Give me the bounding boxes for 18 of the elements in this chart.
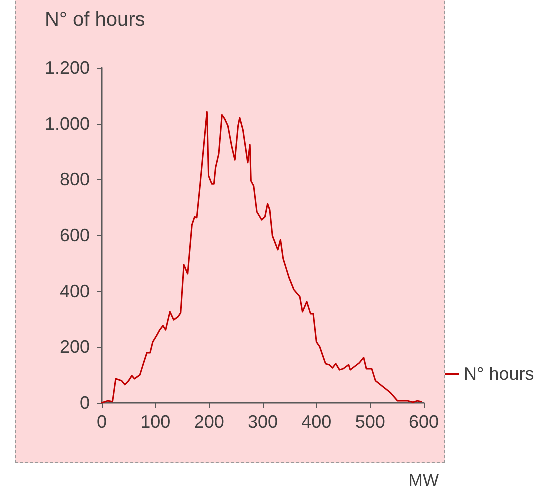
x-tick-label: 400 [302, 412, 332, 432]
x-tick-label: 300 [248, 412, 278, 432]
y-tick-label: 1.000 [44, 114, 90, 134]
y-tick-label: 400 [60, 281, 90, 302]
x-axis-title: MW [408, 471, 440, 490]
x-tick-label: 0 [96, 412, 108, 432]
x-tick-label: 500 [355, 412, 386, 432]
line-series [101, 111, 422, 404]
legend-label: N° hours [464, 364, 534, 384]
x-tick-label: 200 [194, 412, 224, 432]
y-tick-label: 800 [60, 170, 90, 190]
y-tick-label: 200 [60, 337, 90, 358]
y-tick-label: 0 [80, 393, 90, 413]
x-tick-label: 600 [408, 412, 440, 432]
y-tick-label: 1.200 [44, 58, 90, 78]
x-tick-label: 100 [140, 412, 171, 432]
y-tick-label: 600 [60, 226, 90, 246]
y-axis-title: N° of hours [45, 9, 146, 31]
